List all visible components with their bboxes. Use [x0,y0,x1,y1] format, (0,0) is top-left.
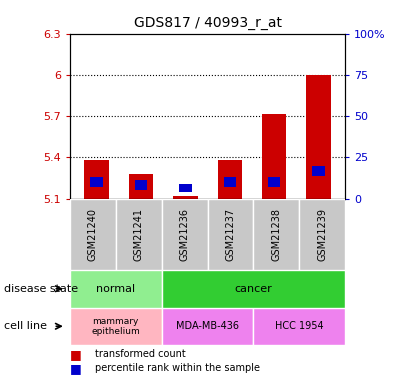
Bar [306,75,331,199]
Bar [299,199,345,270]
Bar [70,308,162,345]
Text: GSM21238: GSM21238 [271,208,282,261]
Text: ■: ■ [70,362,82,375]
Bar [116,199,162,270]
Text: GSM21240: GSM21240 [88,208,98,261]
Bar [262,114,286,199]
Bar [173,196,198,199]
Bar [268,177,280,187]
Bar [129,174,153,199]
Bar [254,199,299,270]
Bar [90,177,103,187]
Bar [312,166,325,176]
Bar [224,177,236,187]
Bar [84,160,109,199]
Text: ■: ■ [70,348,82,361]
Text: MDA-MB-436: MDA-MB-436 [176,321,239,331]
Text: HCC 1954: HCC 1954 [275,321,323,331]
Text: transformed count: transformed count [95,350,185,359]
Text: disease state: disease state [4,284,78,294]
Bar [217,160,242,199]
Text: GSM21236: GSM21236 [180,208,189,261]
Text: GSM21239: GSM21239 [317,208,327,261]
Text: cell line: cell line [4,321,47,331]
Bar [70,199,116,270]
Text: percentile rank within the sample: percentile rank within the sample [95,363,259,373]
Text: GSM21237: GSM21237 [226,208,236,261]
Bar [208,199,254,270]
Text: cancer: cancer [235,284,272,294]
Bar [70,270,162,308]
Text: GSM21241: GSM21241 [134,208,144,261]
Bar [162,199,208,270]
Text: normal: normal [96,284,135,294]
Bar [162,270,345,308]
Bar [179,184,192,192]
Bar [162,308,254,345]
Bar [135,180,147,190]
Title: GDS817 / 40993_r_at: GDS817 / 40993_r_at [134,16,282,30]
Bar [254,308,345,345]
Text: mammary
epithelium: mammary epithelium [91,316,140,336]
